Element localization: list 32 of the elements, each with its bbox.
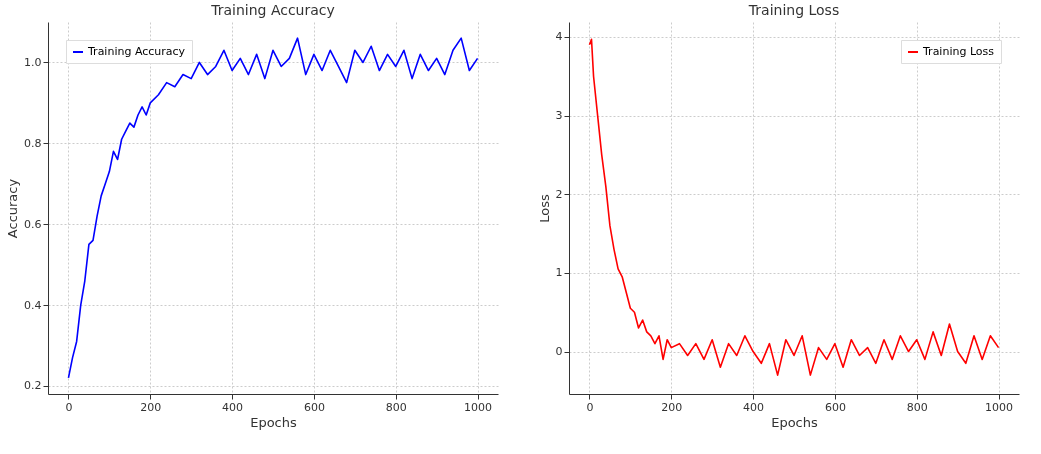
line-series	[67, 37, 479, 379]
x-tick-label: 200	[661, 400, 683, 414]
x-tick-label: 600	[824, 400, 846, 414]
y-tick-label: 1.0	[24, 55, 42, 69]
x-tick-label: 1000	[464, 400, 493, 414]
x-tick-label: 0	[65, 400, 73, 414]
x-tick-label: 200	[140, 400, 162, 414]
x-tick-label: 800	[385, 400, 407, 414]
y-axis-title: Accuracy	[5, 178, 21, 239]
x-axis-title: Epochs	[771, 414, 819, 430]
chart-title: Training Loss	[747, 2, 840, 18]
x-axis-title: Epochs	[250, 414, 298, 430]
legend-label: Training Loss	[922, 45, 995, 58]
y-axis-title: Loss	[536, 194, 552, 223]
x-tick-label: 400	[222, 400, 244, 414]
y-tick-label: 0.2	[24, 379, 42, 393]
y-tick-label: 3	[555, 109, 563, 123]
y-tick-label: 1	[555, 266, 563, 280]
line-series	[588, 38, 1000, 376]
x-tick-label: 600	[303, 400, 325, 414]
y-tick-label: 4	[555, 30, 563, 44]
y-tick-label: 0	[555, 345, 563, 359]
x-tick-label: 400	[743, 400, 765, 414]
y-tick-label: 0.4	[24, 298, 42, 312]
legend-label: Training Accuracy	[87, 45, 186, 58]
x-tick-label: 0	[586, 400, 594, 414]
x-tick-label: 1000	[985, 400, 1014, 414]
x-tick-label: 800	[906, 400, 928, 414]
y-tick-label: 2	[555, 187, 563, 201]
y-tick-label: 0.6	[24, 217, 42, 231]
chart-title: Training Accuracy	[210, 2, 335, 18]
y-tick-label: 0.8	[24, 136, 42, 150]
